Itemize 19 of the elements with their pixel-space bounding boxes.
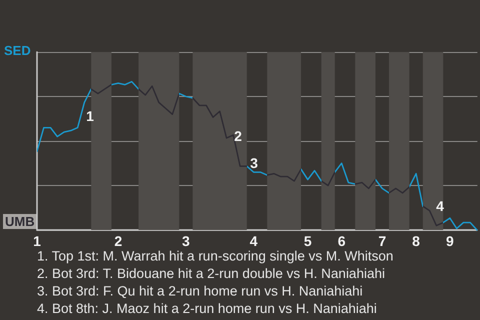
annotation: 2 [234, 128, 242, 144]
x-tick-label: 2 [114, 233, 122, 249]
x-tick-label: 1 [33, 233, 42, 249]
text: SED [4, 43, 31, 58]
x-tick-label: 3 [182, 233, 190, 249]
text: 1. Top 1st: M. Warrah hit a run-scoring single vs M. Whitson [37, 248, 394, 264]
annotation: 3 [250, 155, 258, 171]
x-tick-label: 5 [304, 233, 312, 249]
annotation: 1 [86, 108, 94, 124]
x-tick-label: 7 [378, 233, 386, 249]
text: 4. Bot 8th: J. Maoz hit a 2-run home run vs H. Naniahiahi [37, 301, 377, 316]
x-tick-label: 6 [338, 233, 346, 249]
text: 3. Bot 3rd: F. Qu hit a 2-run home run vs H. Naniahiahi [37, 284, 363, 298]
text: 2. Bot 3rd: T. Bidouane hit a 2-run double vs H. Naniahiahi [37, 266, 385, 281]
text: UMB [5, 214, 35, 229]
x-tick-label: 9 [446, 233, 454, 249]
x-tick-label: 8 [412, 233, 420, 249]
x-tick-label: 4 [250, 233, 258, 249]
annotation: 4 [436, 198, 444, 214]
